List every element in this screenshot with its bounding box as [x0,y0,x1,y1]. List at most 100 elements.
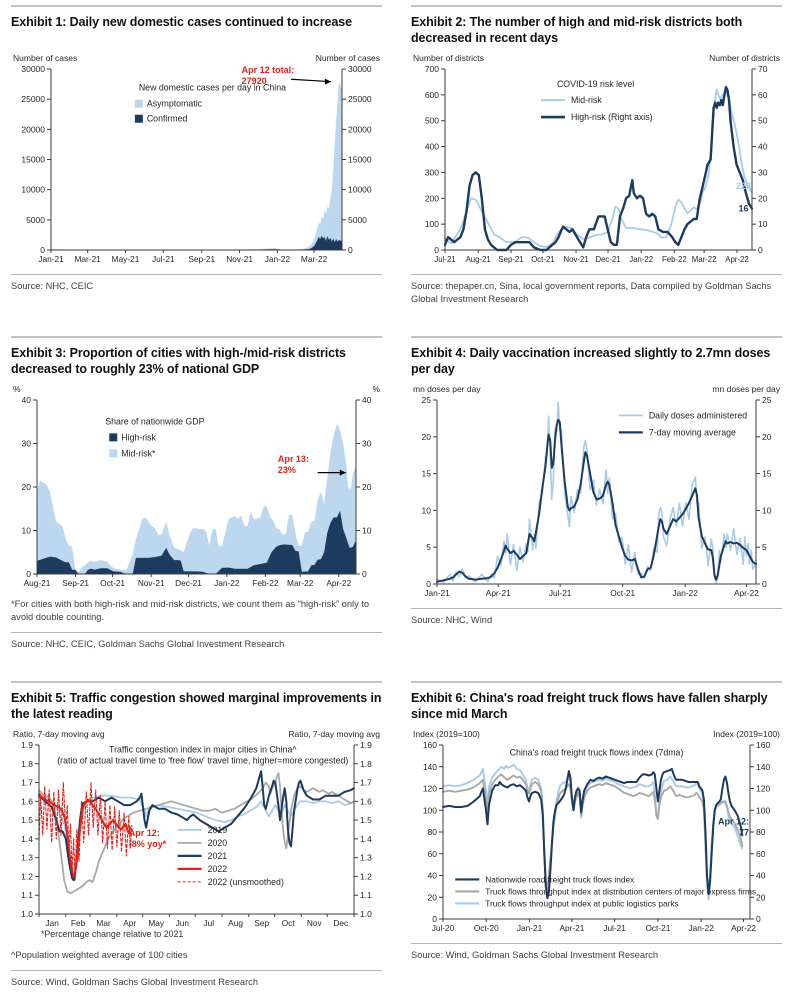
svg-text:mn doses per day: mn doses per day [712,384,780,394]
svg-text:0: 0 [40,245,45,255]
svg-text:80: 80 [756,827,766,837]
series-high-risk [37,510,356,574]
svg-text:15: 15 [422,469,432,479]
series-2020 [38,772,355,895]
exhibit-5: Exhibit 5: Traffic congestion showed mar… [11,681,382,1007]
svg-text:5: 5 [762,542,767,552]
svg-text:Apr-21: Apr-21 [559,923,584,933]
svg-text:1.2: 1.2 [21,871,33,881]
svg-text:Nov: Nov [307,918,323,928]
svg-text:300: 300 [425,167,439,177]
svg-text:20: 20 [756,892,766,902]
svg-text:10000: 10000 [21,185,45,195]
y-axis-right: 1.0 1.1 1.2 1.3 1.4 1.5 1.6 1.7 1.8 1.9 [354,740,372,919]
svg-text:Index (2019=100): Index (2019=100) [413,729,480,739]
exhibit-4-title: Exhibit 4: Daily vaccination increased s… [411,346,771,377]
y-axis-right: 0 10 20 30 40 50 60 70 [752,64,768,255]
exhibit-1-title: Exhibit 1: Daily new domestic cases cont… [11,15,352,29]
svg-text:400: 400 [425,142,439,152]
svg-text:Apr-21: Apr-21 [486,588,511,598]
svg-text:Oct-20: Oct-20 [474,923,499,933]
svg-text:10000: 10000 [348,185,372,195]
svg-text:Mid-risk*: Mid-risk* [121,448,156,458]
x-axis: Jan Feb Mar Apr May Jun Jul Aug Sep Oct Nov Dec [38,914,355,928]
exhibit-3: Exhibit 3: Proportion of cities with hig… [11,336,382,681]
svg-text:Traffic congestion index in ma: Traffic congestion index in major cities… [109,745,297,755]
svg-text:60: 60 [758,90,768,100]
svg-text:1.0: 1.0 [21,909,33,919]
svg-text:Oct: Oct [282,918,296,928]
exhibit-4: Exhibit 4: Daily vaccination increased s… [411,336,782,681]
chart-svg: Number of districts Number of districts 0 1… [413,53,780,264]
svg-text:40: 40 [756,871,766,881]
svg-text:Jan-22: Jan-22 [265,254,291,264]
x-axis: Aug-21 Sep-21 Oct-21 Nov-21 Dec-21 Jan-22 Feb-… [24,574,352,588]
svg-text:Number of districts: Number of districts [709,53,780,63]
chart-annotation: 223 [736,181,751,191]
axes [436,400,757,585]
svg-text:0: 0 [348,245,353,255]
svg-text:100: 100 [423,805,437,815]
exhibit-3-source-divider [11,632,382,634]
svg-text:20000: 20000 [348,124,372,134]
svg-text:25: 25 [422,395,432,405]
svg-text:20: 20 [22,482,32,492]
exhibit-5-source-divider [11,970,382,972]
exhibit-1: Exhibit 1: Daily new domestic cases cont… [11,5,382,336]
exhibit-5-source: Source: Wind, Goldman Sachs Global Inves… [11,977,258,988]
svg-text:1.2: 1.2 [360,871,372,881]
svg-text:Sep-21: Sep-21 [498,255,523,264]
chart-legend: Nationwide road freight truck flows inde… [455,874,756,908]
svg-text:Sep-21: Sep-21 [62,578,89,588]
svg-text:%: % [372,384,380,394]
y-axis-left: 0 5000 10000 15000 20000 25000 30000 [21,64,51,255]
svg-text:500: 500 [425,116,439,126]
svg-text:Jul-21: Jul-21 [152,254,175,264]
axis-unit-labels: mn doses per day mn doses per day [413,384,781,394]
svg-text:1.6: 1.6 [360,796,372,806]
svg-text:223: 223 [736,181,751,191]
svg-text:0: 0 [434,245,439,255]
svg-text:2022 (unsmoothed): 2022 (unsmoothed) [208,877,284,887]
svg-text:Mar-22: Mar-22 [692,255,717,264]
chart-legend: COVID-19 risk level Mid-risk High-risk (Ri… [540,79,653,122]
svg-text:5000: 5000 [348,215,367,225]
y-axis-left: 0 5 10 15 20 25 [422,395,437,589]
svg-text:Jul-21: Jul-21 [434,255,455,264]
svg-text:-8% yoy*: -8% yoy* [129,839,167,849]
svg-text:1.3: 1.3 [360,853,372,863]
svg-text:120: 120 [756,784,770,794]
svg-text:Oct-21: Oct-21 [645,923,670,933]
svg-text:High-risk (Right axis): High-risk (Right axis) [571,112,653,122]
svg-text:Jul: Jul [203,918,214,928]
axis-unit-labels: Ratio, 7-day moving avg Ratio, 7-day movi… [13,729,380,739]
svg-text:Sep-21: Sep-21 [188,254,215,264]
exhibit-3-footnote: *For cities with both high-risk and mid-… [11,599,370,622]
svg-text:0: 0 [758,245,763,255]
x-axis: Jan-21 Mar-21 May-21 Jul-21 Sep-21 Nov-21 Jan-… [38,250,328,264]
svg-text:77: 77 [739,827,749,837]
exhibit-3-chart: %% 0 10 20 30 40 0 10 20 30 40 Aug-21 Sep-21 Oct-21 No… [11,384,382,589]
svg-text:15000: 15000 [21,155,45,165]
svg-text:1.1: 1.1 [360,890,372,900]
x-axis: Jan-21 Apr-21 Jul-21 Oct-21 Jan-22 Apr-22 [424,584,759,598]
svg-text:60: 60 [756,849,766,859]
svg-text:5: 5 [426,542,431,552]
svg-text:Number of cases: Number of cases [316,53,380,63]
svg-text:2022: 2022 [208,864,228,874]
svg-text:Dec-21: Dec-21 [175,578,202,588]
svg-text:Jul-21: Jul-21 [603,923,626,933]
svg-text:40: 40 [428,871,438,881]
y-axis-left: 0 10 20 30 40 [22,395,37,579]
svg-text:0: 0 [762,579,767,589]
series-7-day-moving-average [436,418,757,583]
svg-text:Apr 12 total:: Apr 12 total: [242,65,295,75]
svg-text:1.8: 1.8 [360,759,372,769]
svg-text:80: 80 [428,827,438,837]
svg-text:Jul-21: Jul-21 [549,588,572,598]
exhibit-4-source-divider [411,608,782,609]
svg-text:Mar: Mar [96,918,111,928]
chart-legend: 2019 2020 2021 2022 2022 (unsmoothed) [177,825,284,887]
exhibit-4-source: Source: NHC, Wind [411,615,493,625]
